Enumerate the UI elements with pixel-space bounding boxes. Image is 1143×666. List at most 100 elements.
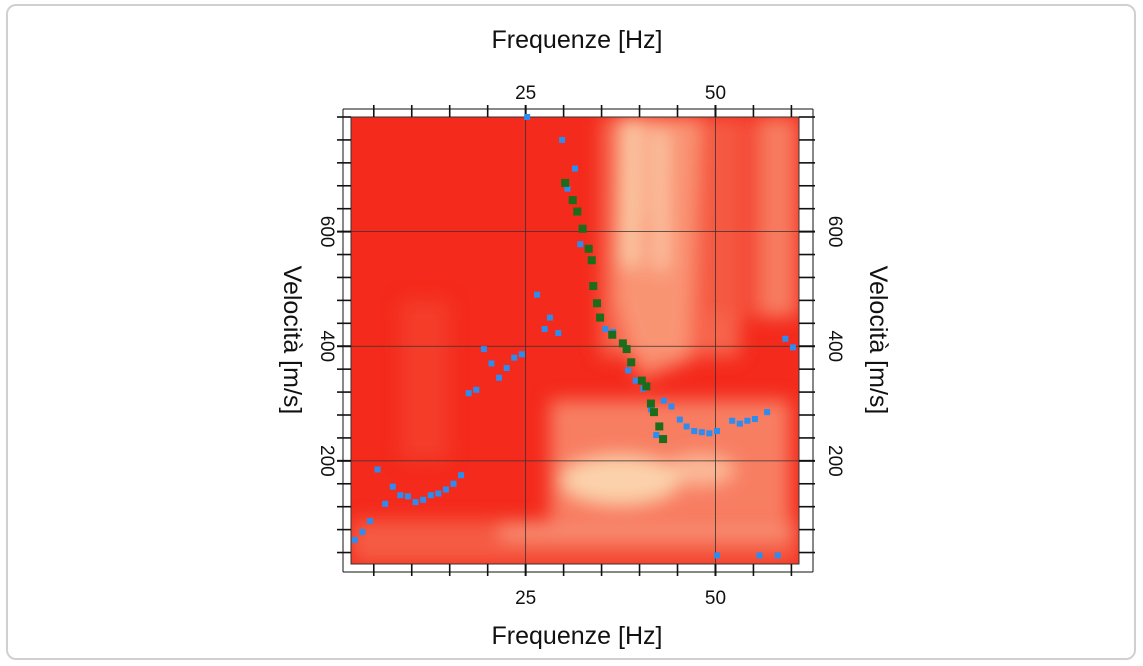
- data-point-blue: [559, 136, 566, 143]
- data-point-blue: [729, 417, 736, 424]
- heatmap-hotspot: [560, 455, 680, 505]
- data-point-blue: [366, 518, 373, 525]
- data-point-blue: [676, 416, 683, 423]
- data-point-blue: [756, 552, 763, 559]
- data-point-green: [589, 282, 598, 291]
- data-point-blue: [524, 114, 531, 120]
- y-tick-label-left: 200: [316, 445, 337, 477]
- data-point-blue: [435, 490, 442, 497]
- data-point-green: [578, 224, 587, 233]
- data-point-green: [659, 435, 668, 444]
- data-point-green: [622, 345, 631, 354]
- data-point-blue: [351, 536, 358, 543]
- data-point-blue: [555, 330, 562, 337]
- data-point-blue: [698, 429, 705, 436]
- data-point-blue: [427, 492, 434, 499]
- data-point-blue: [713, 552, 720, 559]
- data-point-blue: [404, 493, 411, 500]
- data-point-green: [584, 244, 593, 253]
- y-tick-label-right: 600: [824, 216, 845, 248]
- data-point-blue: [683, 423, 690, 430]
- data-point-blue: [653, 432, 660, 439]
- data-point-blue: [518, 351, 525, 358]
- data-point-green: [637, 376, 646, 385]
- data-point-blue: [534, 291, 541, 298]
- data-point-blue: [389, 483, 396, 490]
- data-point-blue: [511, 354, 518, 361]
- heatmap-region: [400, 300, 450, 460]
- heatmap-region: [760, 117, 795, 317]
- y-tick-label-right: 400: [824, 330, 845, 362]
- y-tick-label-right: 200: [824, 445, 845, 477]
- heatmap: [351, 117, 799, 564]
- data-point-blue: [736, 420, 743, 427]
- data-point-blue: [764, 409, 771, 416]
- data-point-blue: [744, 417, 751, 424]
- data-point-green: [593, 299, 602, 308]
- heatmap-streak: [655, 130, 667, 270]
- data-point-blue: [713, 428, 720, 435]
- heatmap-streak: [620, 117, 640, 267]
- data-point-green: [561, 178, 570, 187]
- data-point-blue: [465, 390, 472, 397]
- heatmap-hotspot: [665, 455, 735, 485]
- x-tick-label-bottom: 50: [705, 588, 726, 609]
- x-axis-label-bottom: Frequenze [Hz]: [492, 622, 663, 650]
- data-point-blue: [564, 185, 571, 192]
- y-axis-label-left: Velocità [m/s]: [278, 266, 306, 415]
- tick-labels: 25 25 50 50 200 200 400 400 600 600: [316, 83, 845, 609]
- data-point-green: [596, 313, 605, 322]
- data-point-green: [649, 408, 658, 417]
- y-tick-label-left: 600: [316, 216, 337, 248]
- data-point-blue: [442, 486, 449, 493]
- data-point-green: [627, 358, 636, 367]
- data-point-blue: [397, 492, 404, 499]
- data-point-blue: [541, 326, 548, 333]
- points-series-2: [561, 178, 668, 444]
- data-point-blue: [374, 466, 381, 473]
- y-axis-label-right: Velocità [m/s]: [864, 266, 892, 415]
- data-point-blue: [503, 365, 510, 372]
- data-point-blue: [751, 416, 758, 423]
- data-point-green: [573, 207, 582, 216]
- x-tick-label-top: 25: [515, 83, 536, 104]
- data-point-green: [646, 399, 655, 408]
- data-point-blue: [774, 552, 781, 559]
- data-point-blue: [488, 360, 495, 367]
- data-point-green: [568, 196, 577, 205]
- data-point-blue: [691, 428, 698, 435]
- data-point-green: [642, 382, 651, 391]
- data-point-blue: [496, 374, 503, 381]
- data-point-blue: [480, 346, 487, 353]
- data-point-blue: [473, 386, 480, 393]
- y-tick-label-left: 400: [316, 330, 337, 362]
- data-point-blue: [660, 397, 667, 404]
- data-point-blue: [706, 430, 713, 437]
- data-point-blue: [577, 241, 584, 248]
- data-point-blue: [782, 335, 789, 342]
- data-point-green: [587, 256, 596, 265]
- data-point-blue: [382, 500, 389, 507]
- grid-lines: [351, 117, 799, 564]
- data-point-green: [655, 422, 664, 431]
- data-point-blue: [625, 367, 632, 374]
- points-series-1: [351, 114, 796, 559]
- plot-border: [350, 116, 800, 565]
- data-point-blue: [359, 528, 366, 535]
- x-tick-label-bottom: 25: [515, 588, 536, 609]
- data-point-blue: [602, 326, 609, 333]
- data-point-blue: [632, 377, 639, 384]
- heatmap-band: [500, 525, 790, 539]
- data-point-blue: [450, 480, 457, 487]
- data-point-blue: [546, 314, 553, 321]
- data-point-green: [608, 330, 617, 339]
- data-point-blue: [458, 472, 465, 479]
- data-point-blue: [412, 499, 419, 506]
- data-point-blue: [572, 165, 578, 172]
- x-axis-label-top: Frequenze [Hz]: [492, 26, 663, 54]
- data-point-blue: [420, 496, 427, 503]
- x-tick-label-top: 50: [705, 83, 726, 104]
- data-point-green: [618, 339, 627, 348]
- data-point-blue: [668, 403, 675, 410]
